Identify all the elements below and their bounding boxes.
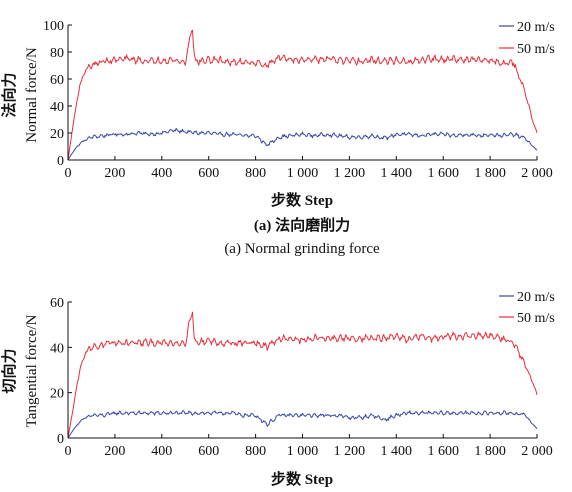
axes-tangential	[67, 301, 538, 439]
chart-normal-force: 0 200 400 600 800 1 000 1 200 1 400 1 600 1 800 2 …	[0, 19, 555, 257]
x-tick-labels-normal: 0 200 400 600 800 1 000 1 200 1 400 1 600 1 800 2 …	[65, 166, 553, 181]
y-tick-label-normal: 80	[50, 46, 64, 61]
caption-cn-normal: (a) 法向磨削力	[254, 216, 350, 234]
x-tick-label-normal: 800	[245, 166, 266, 181]
x-tick-label-normal: 600	[198, 166, 219, 181]
y-axis-label-en-normal: Normal force/N	[24, 47, 40, 143]
x-tick-labels-tangential: 0 200 400 600 800 1 000 1 200 1 400 1 600 1 800 2 …	[65, 444, 553, 459]
x-axis-label-tangential: 步数 Step	[271, 470, 333, 488]
plot-area-normal	[67, 29, 538, 161]
axes-normal	[67, 24, 538, 161]
x-tick-label-tangential: 800	[245, 444, 266, 459]
y-axis-label-cn-normal: 法向力	[0, 72, 18, 117]
plot-area-tangential	[67, 311, 538, 439]
y-tick-label-normal: 60	[50, 73, 64, 88]
x-tick-label-normal: 200	[104, 166, 125, 181]
x-tick-label-tangential: 600	[198, 444, 219, 459]
legend-label-50-tangential: 50 m/s	[517, 311, 555, 326]
y-tick-label-tangential: 0	[57, 432, 64, 447]
y-axis-label-cn-tangential: 切向力	[0, 348, 18, 393]
x-tick-label-tangential: 0	[65, 444, 72, 459]
x-tick-label-tangential: 2 000	[521, 444, 553, 459]
x-tick-label-tangential: 400	[151, 444, 172, 459]
x-axis-label-normal: 步数 Step	[271, 191, 333, 209]
series-line-20ms-normal	[67, 127, 538, 161]
caption-en-normal: (a) Normal grinding force	[224, 241, 380, 257]
x-tick-label-tangential: 200	[104, 444, 125, 459]
x-tick-label-normal: 1 400	[381, 166, 413, 181]
y-tick-label-tangential: 40	[50, 341, 64, 356]
y-tick-labels-normal: 0 20 40 60 80 100	[43, 19, 64, 169]
y-tick-label-normal: 100	[43, 19, 64, 34]
series-line-50ms-normal	[67, 29, 538, 161]
x-tick-label-normal: 400	[151, 166, 172, 181]
x-tick-label-normal: 2 000	[521, 166, 553, 181]
legend-label-20-normal: 20 m/s	[517, 20, 555, 35]
y-tick-labels-tangential: 0 20 40 60	[50, 296, 64, 447]
y-tick-label-normal: 40	[50, 100, 64, 115]
legend-label-50-normal: 50 m/s	[517, 42, 555, 57]
legend-label-20-tangential: 20 m/s	[517, 290, 555, 305]
chart-tangential-force: 0 200 400 600 800 1 000 1 200 1 400 1 600 1 800 2 …	[0, 290, 555, 488]
x-tick-label-tangential: 1 200	[334, 444, 366, 459]
x-tick-label-normal: 1 600	[427, 166, 459, 181]
x-tick-label-normal: 1 800	[474, 166, 506, 181]
x-tick-label-tangential: 1 000	[287, 444, 319, 459]
x-tick-label-tangential: 1 800	[474, 444, 506, 459]
x-tick-label-tangential: 1 600	[427, 444, 459, 459]
x-tick-label-tangential: 1 400	[381, 444, 413, 459]
y-tick-label-normal: 20	[50, 127, 64, 142]
x-tick-label-normal: 0	[65, 166, 72, 181]
x-tick-label-normal: 1 200	[334, 166, 366, 181]
y-tick-label-tangential: 20	[50, 387, 64, 402]
y-tick-label-normal: 0	[57, 154, 64, 169]
legend-normal: 20 m/s 50 m/s	[499, 20, 555, 57]
y-tick-label-tangential: 60	[50, 296, 64, 311]
y-axis-label-en-tangential: Tangential force/N	[24, 315, 40, 428]
legend-tangential: 20 m/s 50 m/s	[499, 290, 555, 326]
series-line-50ms-tangential	[67, 311, 538, 439]
series-line-20ms-tangential	[67, 410, 538, 439]
x-tick-label-normal: 1 000	[287, 166, 319, 181]
